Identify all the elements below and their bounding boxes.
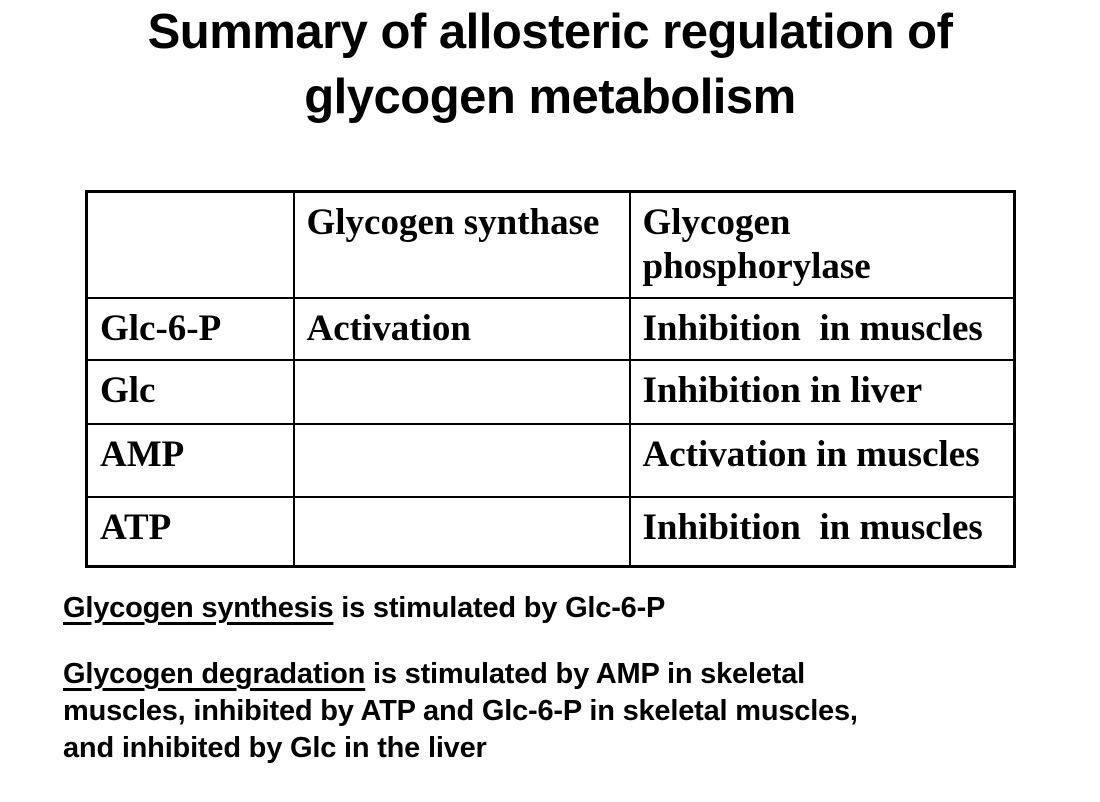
slide-title-line2: glycogen metabolism bbox=[304, 70, 796, 124]
header-cell-glycogen-synthase: Glycogen synthase bbox=[292, 190, 631, 299]
header-cell-glycogen-phosphorylase: Glycogen phosphorylase bbox=[628, 190, 1016, 299]
effector-cell: AMP bbox=[85, 423, 295, 498]
effector-cell: Glc bbox=[85, 359, 295, 425]
note-glycogen-degradation: Glycogen degradation is stimulated by AM… bbox=[63, 656, 858, 767]
synthase-cell bbox=[292, 359, 631, 425]
note-glycogen-synthesis: Glycogen synthesis is stimulated by Glc-… bbox=[63, 590, 665, 627]
allosteric-regulation-table: Glycogen synthase Glycogen phosphorylase… bbox=[85, 190, 1016, 568]
phosphorylase-cell: Inhibition in muscles bbox=[628, 297, 1016, 361]
note-synthesis-text: is stimulated by Glc-6-P bbox=[333, 592, 666, 624]
header-cell-effector bbox=[85, 190, 295, 299]
synthase-cell bbox=[292, 496, 631, 567]
table-row-glc: Glc Inhibition in liver bbox=[85, 359, 1016, 425]
effector-cell: ATP bbox=[85, 496, 295, 567]
table-row-atp: ATP Inhibition in muscles bbox=[85, 496, 1016, 567]
table-row-glc-6-p: Glc-6-P Activation Inhibition in muscles bbox=[85, 297, 1016, 361]
note-degradation-line2: muscles, inhibited by ATP and Glc-6-P in… bbox=[63, 695, 858, 727]
note-degradation-line3: and inhibited by Glc in the liver bbox=[63, 732, 487, 764]
note-degradation-line1: Glycogen degradation is stimulated by AM… bbox=[63, 656, 858, 693]
phosphorylase-cell: Activation in muscles bbox=[628, 423, 1016, 498]
synthase-cell: Activation bbox=[292, 297, 631, 361]
table-row-amp: AMP Activation in muscles bbox=[85, 423, 1016, 498]
slide-title-line1: Summary of allosteric regulation of bbox=[147, 5, 953, 59]
note-synthesis-underlined-term: Glycogen synthesis bbox=[63, 592, 334, 624]
slide-title: Summary of allosteric regulation of glyco… bbox=[0, 0, 1100, 130]
table-header-row: Glycogen synthase Glycogen phosphorylase bbox=[85, 190, 1016, 299]
phosphorylase-cell: Inhibition in liver bbox=[628, 359, 1016, 425]
note-degradation-underlined-term: Glycogen degradation bbox=[63, 658, 366, 690]
effector-cell: Glc-6-P bbox=[85, 297, 295, 361]
phosphorylase-cell: Inhibition in muscles bbox=[628, 496, 1016, 567]
synthase-cell bbox=[292, 423, 631, 498]
note-degradation-text-line1: is stimulated by AMP in skeletal bbox=[365, 658, 805, 690]
